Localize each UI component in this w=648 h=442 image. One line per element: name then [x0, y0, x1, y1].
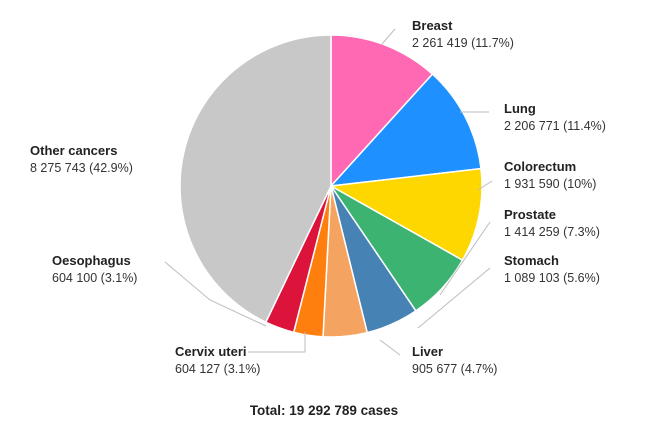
slice-label-value: 1 414 259 (7.3%) [504, 225, 600, 239]
pie-slice-breast [330, 34, 434, 188]
leader-line [164, 261, 267, 327]
leader-line [248, 332, 306, 353]
pie-slice-colorectum [328, 167, 483, 262]
slice-label-name: Other cancers [30, 143, 117, 158]
slice-label-name: Colorectum [504, 159, 576, 174]
pie-slice-other-cancers [179, 34, 332, 324]
leader-line [381, 28, 396, 45]
pie-slice-lung [329, 73, 482, 187]
slice-label-value: 604 127 (3.1%) [175, 362, 260, 376]
slice-label-name: Breast [412, 18, 453, 33]
slice-label-value: 2 206 771 (11.4%) [504, 119, 606, 133]
leader-line [439, 221, 491, 296]
chart-total: Total: 19 292 789 cases [250, 403, 398, 418]
slice-label-value: 905 677 (4.7%) [412, 362, 497, 376]
slice-label-name: Liver [412, 344, 443, 359]
slice-label-value: 2 261 419 (11.7%) [412, 36, 514, 50]
slice-label-name: Oesophagus [52, 253, 131, 268]
slice-label-name: Lung [504, 101, 536, 116]
slice-label-value: 8 275 743 (42.9%) [30, 161, 133, 175]
leader-line [379, 339, 401, 356]
slice-label-value: 604 100 (3.1%) [52, 271, 137, 285]
slice-label-value: 1 931 590 (10%) [504, 177, 596, 191]
leader-line [477, 180, 493, 191]
leader-line [417, 267, 491, 329]
slice-label-name: Cervix uteri [175, 344, 247, 359]
slice-label-name: Stomach [504, 253, 559, 268]
leader-lines [164, 28, 493, 356]
slice-label-value: 1 089 103 (5.6%) [504, 271, 600, 285]
slice-label-name: Prostate [504, 207, 556, 222]
slice-labels: Breast 2 261 419 (11.7%) Lung 2 206 771 (11… [30, 18, 606, 376]
pie-slices [179, 34, 483, 338]
